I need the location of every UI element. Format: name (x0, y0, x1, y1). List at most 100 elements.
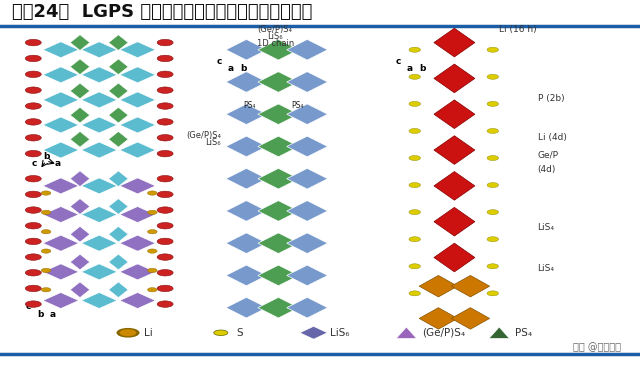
Polygon shape (81, 92, 117, 108)
Polygon shape (258, 233, 299, 254)
Polygon shape (81, 42, 117, 58)
Polygon shape (43, 117, 79, 133)
Text: PS₄: PS₄ (515, 328, 532, 338)
Ellipse shape (157, 103, 173, 109)
Polygon shape (109, 107, 128, 123)
Polygon shape (120, 207, 156, 223)
Polygon shape (43, 178, 79, 194)
Polygon shape (43, 142, 79, 158)
Polygon shape (70, 226, 90, 242)
Polygon shape (226, 136, 267, 157)
Polygon shape (434, 243, 475, 272)
Polygon shape (258, 168, 299, 189)
Polygon shape (226, 233, 267, 254)
Text: P (2b): P (2b) (538, 93, 564, 103)
Polygon shape (81, 67, 117, 83)
Polygon shape (258, 136, 299, 157)
Polygon shape (287, 233, 328, 254)
Polygon shape (226, 297, 267, 318)
Text: LiS₄: LiS₄ (538, 264, 555, 273)
Polygon shape (434, 136, 475, 164)
Ellipse shape (487, 264, 499, 269)
Polygon shape (109, 282, 128, 297)
Ellipse shape (147, 210, 157, 215)
Polygon shape (43, 207, 79, 223)
Ellipse shape (26, 71, 41, 77)
Polygon shape (434, 100, 475, 128)
Polygon shape (258, 265, 299, 286)
Text: LiS₆: LiS₆ (268, 32, 283, 41)
Polygon shape (226, 168, 267, 189)
Polygon shape (43, 42, 79, 58)
Text: (Ge/P)S₄: (Ge/P)S₄ (186, 131, 221, 140)
Ellipse shape (487, 155, 499, 161)
Ellipse shape (487, 291, 499, 296)
Ellipse shape (26, 191, 41, 197)
Polygon shape (109, 59, 128, 75)
Polygon shape (120, 42, 156, 58)
Ellipse shape (409, 128, 420, 134)
Ellipse shape (157, 238, 173, 245)
Polygon shape (419, 308, 458, 329)
Text: LiS₆: LiS₆ (205, 138, 221, 147)
Polygon shape (258, 104, 299, 124)
Polygon shape (109, 83, 128, 99)
Polygon shape (451, 308, 490, 329)
Text: b: b (44, 152, 50, 161)
Ellipse shape (157, 135, 173, 141)
Ellipse shape (41, 268, 51, 273)
Text: 1D chain: 1D chain (257, 39, 294, 48)
Text: 头条 @未来智库: 头条 @未来智库 (573, 342, 621, 352)
Ellipse shape (487, 128, 499, 134)
Ellipse shape (116, 328, 140, 338)
Polygon shape (81, 142, 117, 158)
Ellipse shape (120, 329, 136, 336)
Polygon shape (451, 276, 490, 297)
Polygon shape (287, 104, 328, 124)
Polygon shape (287, 297, 328, 318)
Text: LiS₄: LiS₄ (538, 223, 555, 231)
Polygon shape (43, 264, 79, 280)
Ellipse shape (487, 74, 499, 79)
Ellipse shape (26, 119, 41, 125)
Ellipse shape (26, 269, 41, 276)
Polygon shape (226, 72, 267, 92)
Polygon shape (120, 67, 156, 83)
Polygon shape (258, 72, 299, 92)
Text: Ge/P: Ge/P (538, 151, 559, 160)
Ellipse shape (147, 268, 157, 273)
Ellipse shape (409, 264, 420, 269)
Ellipse shape (214, 330, 228, 335)
Text: S: S (237, 328, 243, 338)
Polygon shape (81, 178, 117, 194)
Ellipse shape (157, 223, 173, 229)
Ellipse shape (26, 207, 41, 213)
Ellipse shape (147, 249, 157, 253)
Text: 图表24：  LGPS 固体电解质的晶体结构和锂输运通道: 图表24： LGPS 固体电解质的晶体结构和锂输运通道 (12, 3, 312, 21)
Polygon shape (258, 201, 299, 221)
Ellipse shape (409, 101, 420, 106)
Ellipse shape (41, 191, 51, 195)
Polygon shape (43, 235, 79, 251)
Polygon shape (109, 35, 128, 50)
Polygon shape (81, 117, 117, 133)
Polygon shape (434, 64, 475, 93)
Polygon shape (287, 168, 328, 189)
Polygon shape (120, 117, 156, 133)
Polygon shape (70, 282, 90, 297)
Ellipse shape (157, 39, 173, 46)
Polygon shape (70, 171, 90, 187)
Text: (4d): (4d) (538, 165, 556, 174)
Ellipse shape (26, 301, 41, 307)
Polygon shape (419, 276, 458, 297)
Text: a: a (50, 310, 56, 319)
Ellipse shape (409, 210, 420, 215)
Ellipse shape (26, 150, 41, 157)
Polygon shape (258, 39, 299, 60)
Ellipse shape (157, 150, 173, 157)
Text: PS₄: PS₄ (243, 101, 256, 110)
Text: c: c (216, 57, 221, 66)
Ellipse shape (409, 291, 420, 296)
Ellipse shape (26, 55, 41, 62)
Polygon shape (81, 207, 117, 223)
